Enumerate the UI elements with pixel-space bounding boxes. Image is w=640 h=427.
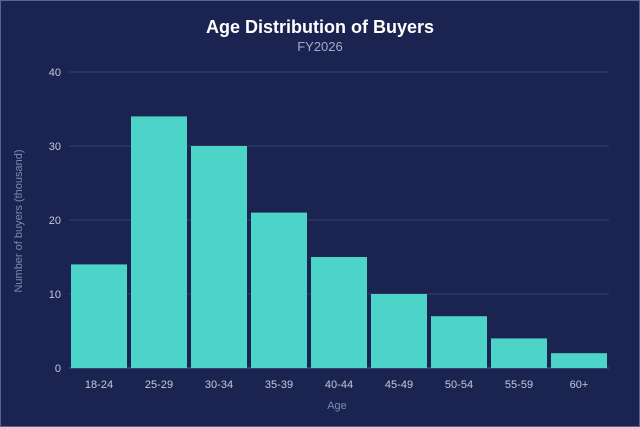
bar-30-34	[191, 146, 247, 368]
x-tick-label: 55-59	[505, 379, 533, 391]
bar-50-54	[431, 316, 487, 368]
x-tick-label: 35-39	[265, 379, 293, 391]
bar-25-29	[131, 116, 187, 369]
bar-55-59	[491, 338, 547, 368]
x-tick-label: 30-34	[205, 379, 233, 391]
x-tick-label: 60+	[570, 379, 589, 391]
x-tick-label: 45-49	[385, 379, 413, 391]
y-tick-label: 30	[49, 141, 61, 153]
bar-45-49	[371, 294, 427, 368]
y-tick-label: 0	[55, 363, 61, 375]
chart-subtitle: FY2026	[297, 39, 343, 54]
bars	[71, 116, 607, 369]
y-tick-label: 20	[49, 215, 61, 227]
y-tick-label: 10	[49, 289, 61, 301]
x-axis-label: Age	[327, 400, 347, 412]
x-tick-label: 18-24	[85, 379, 113, 391]
x-tick-label: 40-44	[325, 379, 353, 391]
y-axis-label: Number of buyers (thousand)	[13, 149, 25, 292]
bar-40-44	[311, 257, 367, 368]
chart-title: Age Distribution of Buyers	[206, 17, 434, 37]
bar-60+	[551, 353, 607, 368]
x-tick-label: 50-54	[445, 379, 473, 391]
y-axis-ticks: 0 10 20 30 40	[49, 67, 61, 375]
x-tick-label: 25-29	[145, 379, 173, 391]
y-tick-label: 40	[49, 67, 61, 79]
x-axis-ticks: 18-24 25-29 30-34 35-39 40-44 45-49 50-54 55-59…	[85, 379, 588, 391]
bar-35-39	[251, 212, 307, 368]
bar-18-24	[71, 264, 127, 368]
